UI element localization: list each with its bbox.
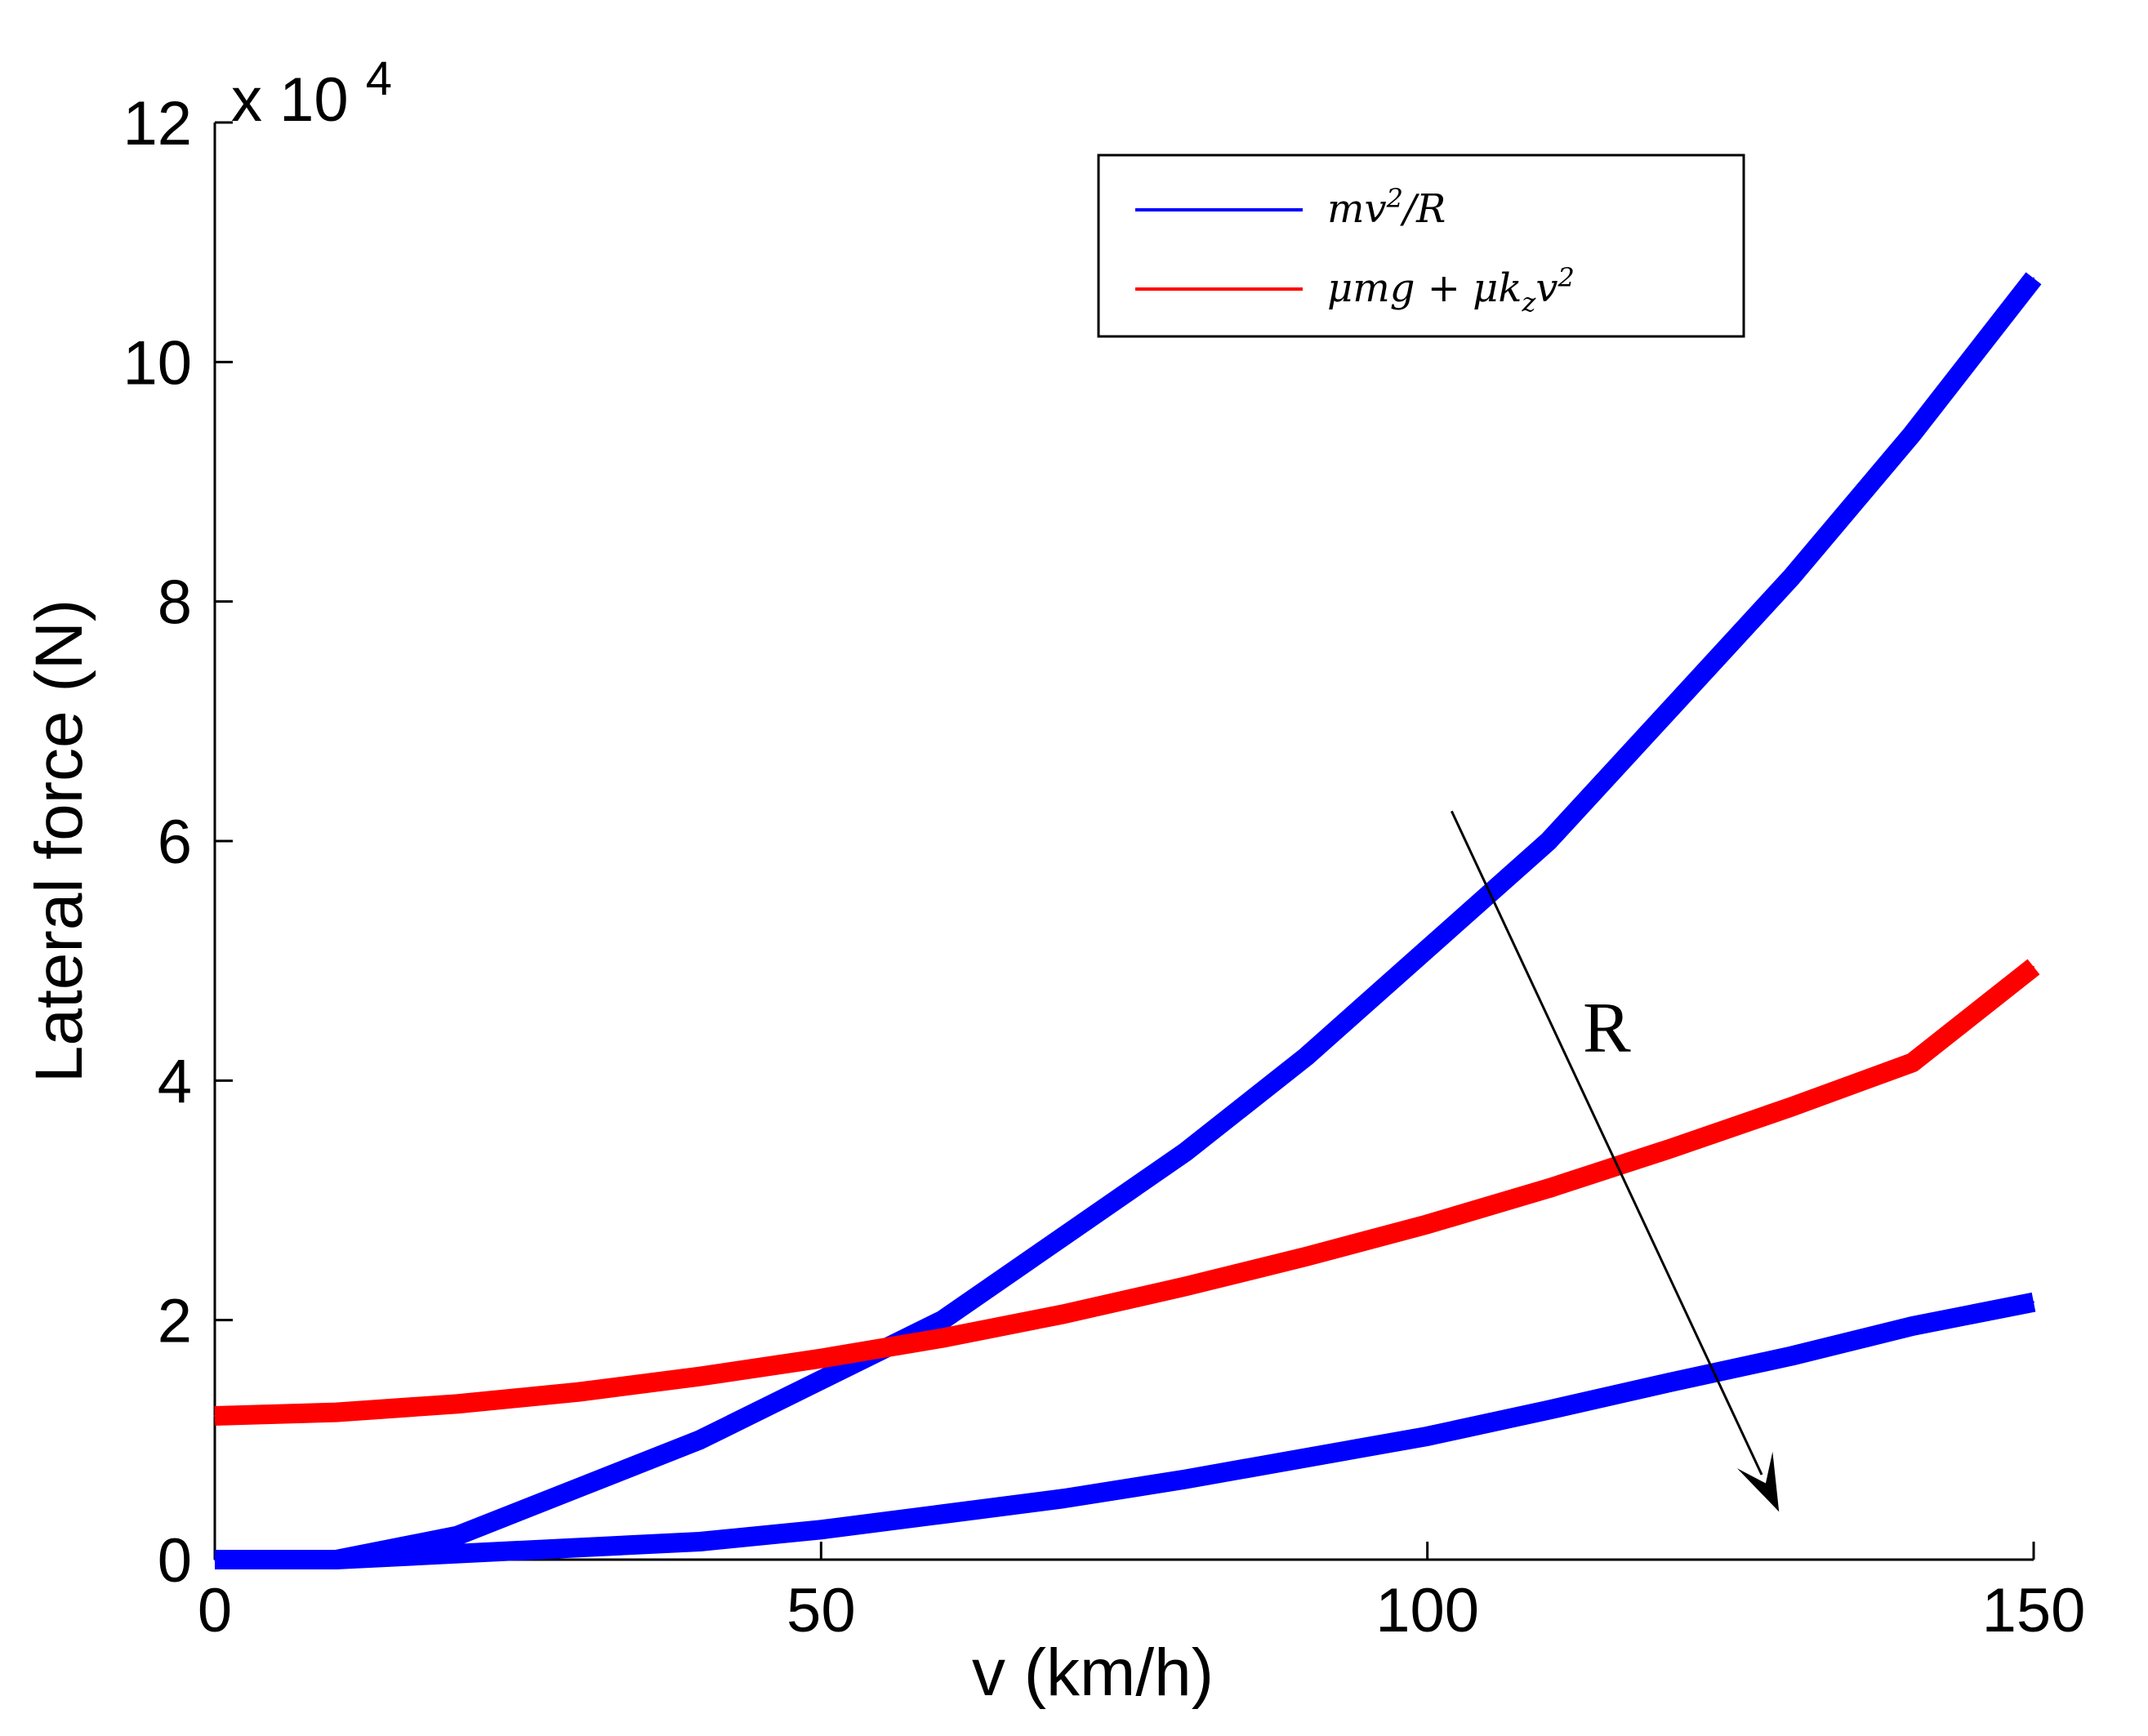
series-point bbox=[820, 1379, 822, 1381]
x-tick-label: 100 bbox=[1375, 1576, 1479, 1645]
series-point bbox=[2033, 277, 2034, 279]
legend-label-red: μmg + μkzv2 bbox=[1327, 262, 1575, 318]
series-line-blue bbox=[215, 1292, 2036, 1569]
series-point bbox=[941, 1319, 943, 1321]
series-point bbox=[577, 1487, 580, 1489]
series-point bbox=[1305, 1255, 1308, 1257]
series-point bbox=[335, 1411, 337, 1413]
series-point bbox=[1669, 708, 1671, 710]
y-scale-exponent: 4 bbox=[366, 52, 392, 105]
x-tick-label: 150 bbox=[1982, 1576, 2086, 1645]
series-point bbox=[456, 1552, 458, 1555]
series-point bbox=[1183, 1478, 1186, 1480]
series-point bbox=[1790, 576, 1793, 579]
annotation-arrow-head bbox=[1736, 1451, 1780, 1512]
legend-box bbox=[1097, 154, 1745, 338]
series-point bbox=[1426, 1223, 1428, 1226]
series-line-red bbox=[214, 959, 2040, 1426]
series-point bbox=[1790, 1106, 1793, 1108]
y-scale-multiplier: x 10 4 bbox=[231, 52, 392, 135]
series-point bbox=[1911, 433, 1914, 435]
series-point bbox=[698, 1439, 701, 1441]
series-group bbox=[214, 272, 2042, 1569]
series-point bbox=[1063, 1235, 1065, 1237]
series-point bbox=[1548, 840, 1550, 842]
x-tick-label: 0 bbox=[198, 1576, 232, 1645]
series-point bbox=[1548, 1409, 1550, 1411]
y-ticks: 0 2 4 6 8 10 12 bbox=[123, 89, 233, 1596]
series-point bbox=[698, 1375, 701, 1378]
series-point bbox=[1183, 1285, 1186, 1288]
x-tick-label: 50 bbox=[787, 1576, 856, 1645]
series-point bbox=[1548, 1187, 1550, 1190]
series-point bbox=[214, 1415, 216, 1417]
y-scale-base: x 10 bbox=[231, 65, 349, 135]
series-point bbox=[1183, 1151, 1186, 1154]
series-point bbox=[2033, 1301, 2034, 1303]
series-point bbox=[941, 1337, 943, 1339]
series-point bbox=[1790, 1355, 1793, 1357]
annotation-r: R bbox=[1451, 810, 1780, 1512]
series-line-blue bbox=[215, 272, 2042, 1569]
annotation-arrow-line bbox=[1451, 810, 1763, 1476]
series-1 bbox=[214, 1292, 2036, 1569]
series-point bbox=[1669, 1381, 1671, 1383]
series-point bbox=[820, 1357, 822, 1360]
series-point bbox=[1669, 1147, 1671, 1150]
legend-label-blue: mv2/R bbox=[1327, 183, 1446, 232]
series-point bbox=[820, 1529, 822, 1531]
y-tick-label: 12 bbox=[123, 89, 192, 158]
series-point bbox=[1305, 1056, 1308, 1057]
x-axis-title: v (km/h) bbox=[972, 1636, 1214, 1710]
series-point bbox=[1426, 948, 1428, 950]
series-point bbox=[1426, 1435, 1428, 1437]
y-tick-label: 8 bbox=[158, 568, 192, 638]
series-point bbox=[1063, 1498, 1065, 1500]
x-ticks: 0 50 100 150 bbox=[198, 1542, 2086, 1645]
series-point bbox=[335, 1559, 337, 1560]
series-point bbox=[1911, 1062, 1914, 1064]
series-point bbox=[577, 1391, 580, 1393]
series-point bbox=[2033, 966, 2034, 968]
series-2 bbox=[214, 959, 2040, 1426]
legend: mv2/R μmg + μkzv2 bbox=[1097, 154, 1745, 338]
y-tick-label: 4 bbox=[158, 1047, 192, 1116]
series-point bbox=[1063, 1313, 1065, 1315]
series-point bbox=[1305, 1457, 1308, 1459]
y-tick-label: 0 bbox=[158, 1526, 192, 1596]
y-tick-label: 10 bbox=[123, 328, 192, 398]
series-point bbox=[577, 1547, 580, 1549]
series-point bbox=[941, 1513, 943, 1516]
y-tick-label: 2 bbox=[158, 1287, 192, 1356]
series-point bbox=[214, 1559, 216, 1560]
y-tick-label: 6 bbox=[158, 808, 192, 877]
series-point bbox=[1911, 1325, 1914, 1327]
series-point bbox=[698, 1541, 701, 1542]
series-point bbox=[456, 1534, 458, 1537]
series-point bbox=[456, 1403, 458, 1405]
annotation-label: R bbox=[1583, 989, 1631, 1068]
y-axis-title: Lateral force (N) bbox=[22, 599, 96, 1083]
axes bbox=[213, 122, 2034, 1561]
